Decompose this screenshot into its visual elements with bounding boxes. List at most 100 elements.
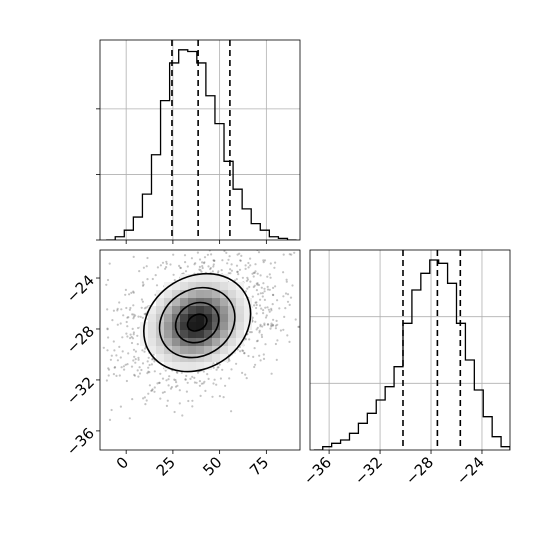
scatter-point — [254, 363, 257, 366]
scatter-point — [259, 274, 262, 277]
scatter-point — [211, 270, 214, 273]
scatter-point — [256, 272, 259, 275]
scatter-point — [120, 366, 123, 369]
scatter-point — [143, 307, 146, 310]
joint-plot-area — [78, 233, 300, 421]
contour-level-2 — [174, 301, 220, 344]
scatter-point — [130, 291, 133, 294]
scatter-point — [129, 333, 132, 336]
scatter-point — [121, 350, 124, 353]
scatter-point — [276, 339, 279, 342]
density-cell — [172, 346, 180, 354]
scatter-point — [255, 282, 258, 285]
scatter-point — [132, 348, 136, 351]
scatter-point — [173, 378, 176, 381]
scatter-point — [132, 304, 135, 307]
joint-ytick-label-0: −24 — [63, 271, 98, 306]
scatter-point — [187, 399, 190, 403]
scatter-point — [194, 262, 197, 265]
density-cell — [180, 330, 188, 338]
density-cell — [212, 290, 220, 298]
scatter-point — [138, 372, 142, 375]
scatter-point — [258, 304, 262, 307]
scatter-point — [142, 397, 145, 400]
density-cell — [244, 298, 252, 306]
scatter-point — [165, 262, 168, 265]
scatter-point — [293, 251, 296, 254]
scatter-point — [270, 325, 273, 328]
scatter-point — [179, 266, 182, 269]
scatter-point — [243, 351, 246, 355]
scatter-point — [137, 326, 140, 330]
density-cell — [172, 338, 180, 346]
scatter-point — [221, 259, 224, 262]
density-cell — [164, 298, 172, 306]
hist-x-frame — [99, 39, 301, 241]
scatter-point — [235, 264, 239, 267]
scatter-point — [246, 244, 248, 246]
hist-y-xtick-label-1: −32 — [351, 453, 386, 488]
density-cell — [196, 282, 204, 290]
hist-y-xtick-label-3: −24 — [453, 453, 488, 488]
density-cell — [204, 346, 212, 354]
scatter-point — [260, 333, 263, 336]
scatter-point — [236, 253, 239, 256]
scatter-point — [132, 317, 135, 320]
scatter-point — [268, 273, 271, 276]
scatter-point — [78, 310, 80, 312]
density-cell — [180, 322, 188, 330]
density-cell — [196, 274, 204, 282]
scatter-point — [136, 343, 139, 346]
scatter-point — [203, 380, 206, 383]
scatter-point — [130, 365, 134, 368]
scatter-point — [239, 259, 242, 262]
density-cell — [204, 306, 212, 314]
scatter-point — [272, 286, 275, 289]
scatter-point — [174, 379, 177, 382]
joint-ytick-label-1: −28 — [63, 322, 98, 357]
scatter-point — [262, 312, 265, 315]
scatter-point — [259, 292, 262, 295]
scatter-point — [143, 312, 146, 316]
scatter-point — [198, 265, 201, 268]
scatter-point — [118, 301, 121, 304]
scatter-point — [269, 276, 272, 279]
scatter-point — [201, 266, 204, 270]
scatter-point — [140, 368, 143, 372]
scatter-point — [246, 287, 249, 290]
scatter-point — [276, 323, 279, 326]
scatter-point — [141, 349, 144, 352]
scatter-point — [137, 315, 140, 318]
density-cell — [220, 330, 228, 338]
density-cell — [244, 322, 252, 330]
scatter-point — [291, 284, 294, 287]
density-cell — [212, 354, 220, 362]
scatter-point — [150, 363, 153, 366]
scatter-point — [186, 381, 189, 384]
scatter-point — [161, 377, 165, 380]
scatter-point — [134, 361, 137, 364]
density-cell — [180, 282, 188, 290]
density-cell — [188, 298, 196, 306]
scatter-point — [153, 390, 156, 393]
scatter-point — [84, 352, 86, 354]
scatter-point — [180, 371, 183, 374]
scatter-point — [209, 266, 212, 270]
scatter-point — [257, 293, 260, 296]
scatter-point — [201, 261, 204, 264]
scatter-point — [223, 233, 225, 235]
scatter-point — [270, 372, 273, 375]
scatter-point — [169, 263, 172, 266]
scatter-point — [258, 331, 261, 334]
scatter-point — [247, 261, 250, 265]
scatter-point — [256, 282, 259, 285]
density-cell — [196, 330, 204, 338]
scatter-point — [115, 354, 118, 357]
scatter-point — [122, 314, 125, 317]
density-cell — [220, 346, 228, 354]
scatter-point — [253, 271, 256, 274]
scatter-point — [259, 325, 262, 328]
density-cell — [204, 290, 212, 298]
density-cell — [228, 346, 236, 354]
scatter-point — [246, 276, 249, 279]
